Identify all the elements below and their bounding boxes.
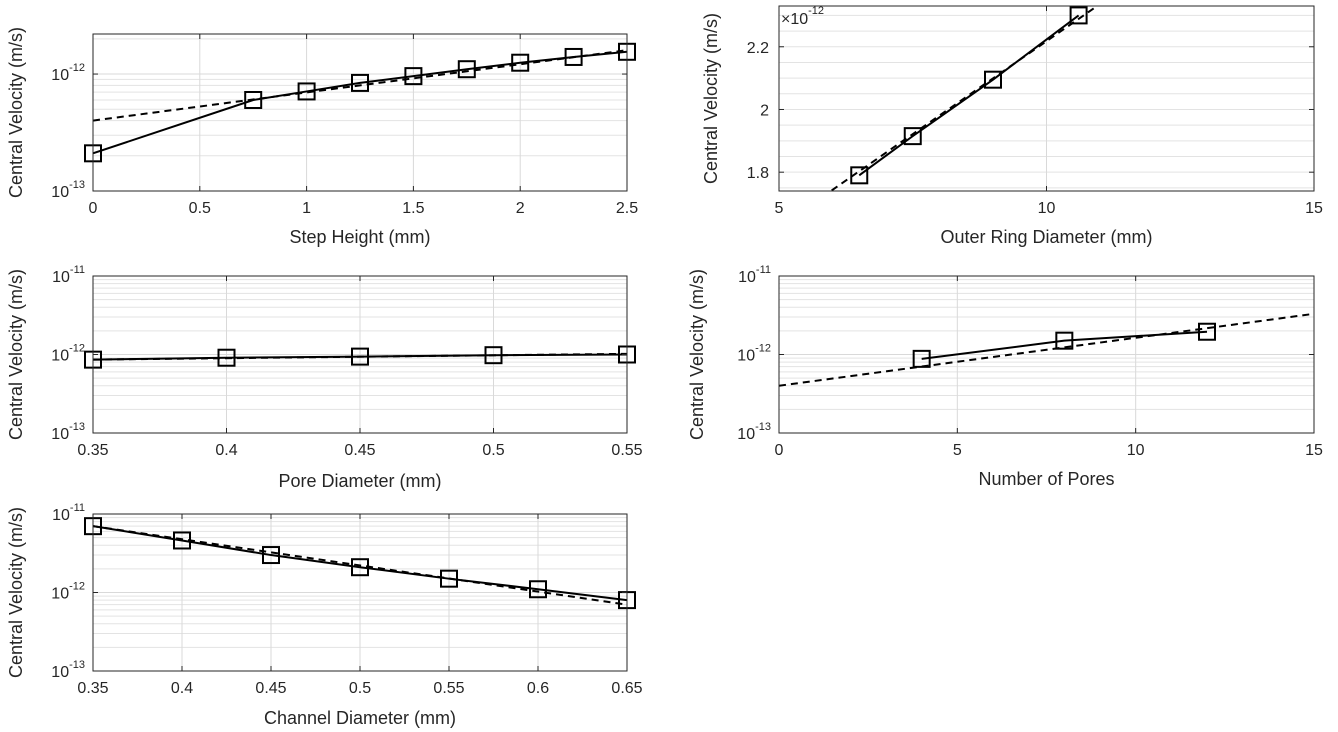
- y-tick-label: 1.8: [747, 165, 769, 182]
- data-line: [921, 330, 1208, 360]
- grid: [92, 34, 628, 192]
- x-tick-label: 0.55: [433, 680, 464, 697]
- data-point-marker: [404, 67, 423, 86]
- x-axis-label: Outer Ring Diameter (mm): [940, 227, 1152, 247]
- data-point-marker: [457, 60, 476, 79]
- x-tick-label: 1: [302, 200, 311, 217]
- subplot-number-of-pores: 0 5 10 15 10-13 10-12 10-11 Number of Pores Cent…: [687, 264, 1323, 489]
- data-point-marker: [529, 580, 547, 599]
- x-tick-label: 0.5: [349, 680, 371, 697]
- data-line: [93, 50, 627, 155]
- subplot-step-height: 0 0.5 1 1.5 2 2.5 10-13 10-12 Step Height (mm) Ce…: [6, 27, 638, 247]
- x-tick-label: 0.5: [189, 200, 211, 217]
- x-tick-label: 0.55: [611, 442, 642, 459]
- x-tick-label: 10: [1038, 200, 1056, 217]
- data-point-marker: [511, 53, 530, 72]
- x-tick-label: 15: [1305, 442, 1323, 459]
- fit-line: [93, 352, 627, 361]
- y-tick-label: 10-13: [51, 179, 85, 201]
- subplot-channel-diameter: 0.35 0.4 0.45 0.5 0.55 0.6 0.65 10-13 10-12 10-11…: [6, 502, 643, 728]
- fit-line: [779, 312, 1314, 387]
- y-axis-label: Central Velocity (m/s): [701, 13, 721, 184]
- x-tick-label: 0.35: [77, 442, 108, 459]
- data-point-marker: [297, 82, 316, 101]
- y-tick-label: 10-13: [51, 659, 85, 681]
- x-tick-label: 10: [1127, 442, 1145, 459]
- data-point-marker: [262, 546, 280, 565]
- data-point-marker: [1198, 322, 1216, 341]
- data-point-marker: [1055, 331, 1074, 350]
- fit-line: [93, 49, 627, 122]
- y-axis-label: Central Velocity (m/s): [687, 269, 707, 440]
- x-tick-label: 0.45: [255, 680, 286, 697]
- y-tick-label: 10-11: [52, 264, 85, 286]
- subplot-outer-ring: 5 10 15 1.8 2 2.2 ×10-12 Outer Ring Diameter (m…: [701, 5, 1323, 247]
- subplot-pore-diameter: 0.35 0.4 0.45 0.5 0.55 10-13 10-12 10-11 Pore Di…: [6, 264, 643, 491]
- data-point-marker: [984, 70, 1002, 89]
- grid: [778, 275, 1315, 434]
- x-tick-label: 0: [89, 200, 98, 217]
- x-tick-label: 0: [775, 442, 784, 459]
- x-axis-label: Number of Pores: [978, 469, 1114, 489]
- x-tick-label: 0.6: [527, 680, 549, 697]
- y-tick-label: 2: [760, 102, 769, 119]
- y-tick-label: 10-12: [51, 581, 85, 603]
- data-point-marker: [351, 347, 369, 366]
- data-point-marker: [440, 569, 458, 588]
- y-tick-label: 10-12: [737, 343, 771, 365]
- y-tick-label: 10-11: [738, 264, 771, 286]
- x-tick-label: 5: [953, 442, 962, 459]
- fit-line: [93, 525, 627, 606]
- data-point-marker: [351, 73, 369, 92]
- x-tick-label: 0.45: [344, 442, 375, 459]
- axes-box: [92, 33, 628, 192]
- fit-line: [829, 6, 1099, 191]
- data-point-marker: [903, 127, 922, 146]
- x-tick-label: 1.5: [402, 200, 424, 217]
- data-point-marker: [244, 90, 263, 109]
- data-point-marker: [850, 166, 869, 185]
- x-axis-label: Pore Diameter (mm): [278, 471, 441, 491]
- x-tick-label: 0.4: [215, 442, 237, 459]
- data-point-marker: [912, 349, 931, 368]
- grid: [778, 6, 1315, 191]
- y-tick-label: 10-13: [737, 421, 771, 443]
- y-tick-label: 10-11: [52, 502, 85, 524]
- y-axis-label: Central Velocity (m/s): [6, 507, 26, 678]
- x-tick-label: 5: [775, 200, 784, 217]
- data-point-marker: [1069, 6, 1088, 25]
- x-tick-label: 0.65: [611, 680, 642, 697]
- x-tick-label: 0.35: [77, 680, 108, 697]
- y-tick-label: 10-12: [51, 62, 85, 84]
- x-tick-label: 0.4: [171, 680, 193, 697]
- data-line: [858, 14, 1080, 177]
- x-axis-label: Channel Diameter (mm): [264, 708, 456, 728]
- x-tick-label: 15: [1305, 200, 1323, 217]
- y-axis-label: Central Velocity (m/s): [6, 269, 26, 440]
- x-tick-label: 2: [516, 200, 525, 217]
- y-tick-label: 10-13: [51, 421, 85, 443]
- x-tick-label: 0.5: [482, 442, 504, 459]
- y-axis-label: Central Velocity (m/s): [6, 27, 26, 198]
- y-tick-label: 10-12: [51, 343, 85, 365]
- x-tick-label: 2.5: [616, 200, 638, 217]
- data-line: [93, 525, 627, 602]
- y-scale-factor: ×10-12: [781, 5, 824, 28]
- y-tick-label: 2.2: [747, 40, 769, 57]
- x-axis-label: Step Height (mm): [289, 227, 430, 247]
